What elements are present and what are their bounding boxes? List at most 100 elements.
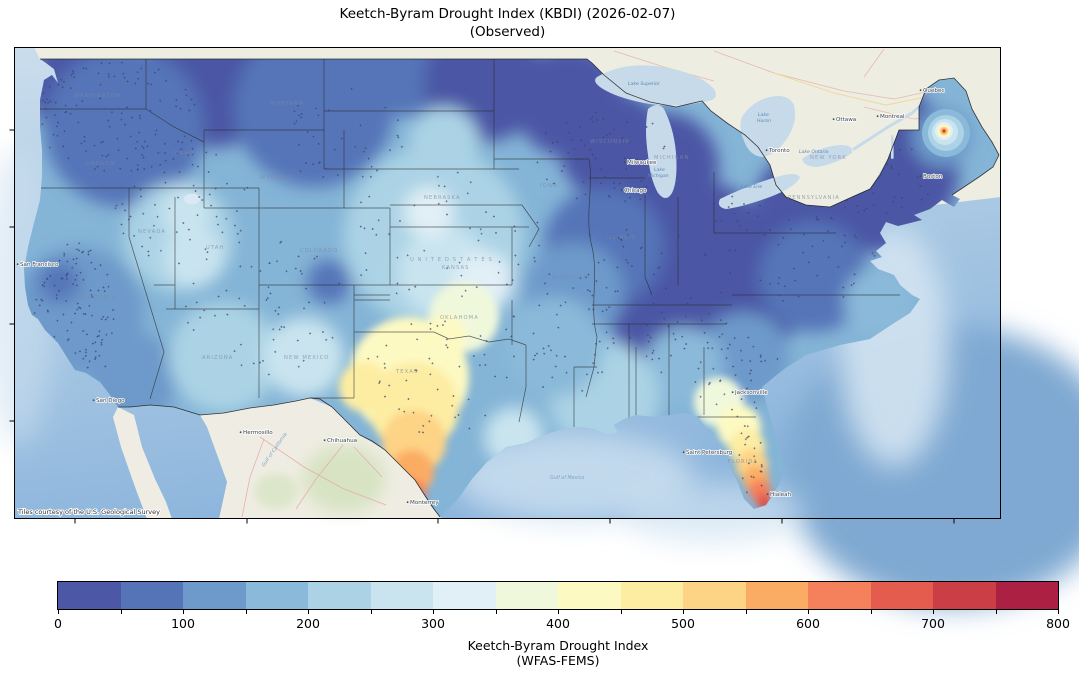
mexico-landmass: [113, 398, 444, 519]
state-label: WYOMING: [260, 175, 294, 181]
colorbar-tick: [1058, 610, 1059, 614]
colorbar: 0 100 200 300 400 500 600 700 800: [54, 581, 1070, 631]
colorbar-tick-label: 200: [296, 616, 320, 631]
great-lakes: [184, 65, 894, 209]
state-label: IOWA: [540, 183, 558, 189]
colorbar-tick: [745, 610, 747, 614]
colorbar-segment: [120, 582, 183, 609]
colorbar-tick-label: 600: [796, 616, 820, 631]
colorbar-segment: [745, 582, 808, 609]
lake-label: Huron: [757, 118, 771, 124]
lake-label: Lake Ontario: [799, 149, 829, 155]
state-label: OKLAHOMA: [440, 315, 479, 321]
state-label: MISSOURI: [552, 275, 586, 281]
city-dot: [323, 439, 326, 442]
colorbar-tick: [433, 610, 434, 614]
axis-ticks: [9, 129, 955, 524]
map-panel: WASHINGTON OREGON CALIFORNIA NEVADA IDAHO MON…: [0, 47, 1079, 607]
colorbar-segment: [308, 582, 371, 609]
water-label: Gulf of Mexico: [550, 475, 584, 481]
city-labels: San Francisco San Diego Milwaukee Chicago Bo…: [16, 87, 945, 507]
colorbar-tick: [620, 610, 622, 614]
city-label: Toronto: [768, 148, 790, 154]
city-dot: [239, 431, 242, 434]
state-label: NEBRASKA: [424, 195, 461, 201]
state-label: NEW YORK: [810, 155, 847, 161]
state-label: UTAH: [206, 245, 224, 251]
state-labels: WASHINGTON OREGON CALIFORNIA NEVADA IDAHO MON…: [74, 93, 847, 465]
state-label: WISCONSIN: [590, 139, 630, 145]
city-dot: [832, 118, 835, 121]
city-label: Hialeah: [770, 492, 792, 498]
colorbar-tick-label: 800: [1046, 616, 1070, 631]
lake-label: Lake: [758, 112, 769, 118]
maine-hotspot: [922, 109, 970, 157]
tiles-attribution: Tiles courtesy of the U.S. Geological Su…: [17, 508, 160, 516]
colorbar-segment: [870, 582, 933, 609]
lake-label: Michigan: [648, 173, 669, 179]
colorbar-tick: [58, 610, 59, 614]
city-label: Monterrey: [410, 500, 439, 506]
state-label: IDAHO: [172, 151, 194, 157]
canada-landmass: [14, 47, 1001, 207]
city-dot: [16, 263, 19, 266]
city-label: Chicago: [624, 188, 647, 194]
state-label: U N I T E D S T A T E S: [410, 257, 493, 263]
colorbar-tick: [308, 610, 309, 614]
us-border-outline: [40, 58, 1000, 518]
state-label: OREGON: [86, 161, 116, 167]
lake-label: Lake Superior: [628, 81, 661, 87]
city-label: Boston: [923, 174, 943, 180]
city-dot: [92, 399, 95, 402]
state-label: TEXAS: [395, 369, 418, 375]
city-dot: [919, 175, 922, 178]
colorbar-tick-label: 400: [546, 616, 570, 631]
map-frame: [9, 47, 1001, 524]
city-label: San Diego: [96, 398, 125, 404]
colorbar-tick-label: 500: [671, 616, 695, 631]
state-borders: [27, 59, 900, 427]
colorbar-tick: [245, 610, 247, 614]
city-label: Hermosillo: [243, 430, 273, 436]
colorbar-tick: [995, 610, 997, 614]
colorbar-tick-label: 700: [921, 616, 945, 631]
state-label: CALIFORNIA: [74, 295, 116, 301]
colorbar-tick: [183, 610, 184, 614]
colorbar-segment: [995, 582, 1058, 609]
colorbar-segment: [245, 582, 308, 609]
city-label: San Francisco: [20, 262, 59, 268]
colorbar-tick: [120, 610, 122, 614]
colorbar-segment: [558, 582, 621, 609]
us-kbdi-map: WASHINGTON OREGON CALIFORNIA NEVADA IDAHO MON…: [0, 47, 1079, 607]
colorbar-segment: [620, 582, 683, 609]
colorbar-tick-label: 100: [171, 616, 195, 631]
colorbar-segment: [495, 582, 558, 609]
colorbar-tick-label: 0: [54, 616, 62, 631]
city-label: Chihuahua: [327, 438, 357, 444]
state-label: NEW MEXICO: [284, 355, 329, 361]
colorbar-caption: Keetch-Byram Drought Index (WFAS-FEMS): [57, 638, 1059, 668]
colorbar-segment: [183, 582, 246, 609]
lake-label: Lake Erie: [741, 184, 762, 190]
title-line-1: Keetch-Byram Drought Index (KBDI) (2026-…: [339, 6, 676, 22]
state-label: WASHINGTON: [74, 93, 121, 99]
colorbar-segments: [58, 582, 1058, 609]
state-label: ILLINOIS: [606, 235, 636, 241]
city-label: Jacksonville: [734, 390, 768, 396]
city-dot: [731, 391, 734, 394]
colorbar-tick: [808, 610, 809, 614]
state-label: PENNSYLVANIA: [788, 195, 840, 201]
city-label: Montreal: [880, 114, 905, 120]
colorbar-label-line-1: Keetch-Byram Drought Index: [467, 638, 649, 653]
state-label: KANSAS: [442, 265, 470, 271]
figure-title: Keetch-Byram Drought Index (KBDI) (2026-…: [14, 5, 1001, 41]
title-line-2: (Observed): [469, 24, 546, 40]
city-dot: [765, 149, 768, 152]
city-label: Ottawa: [836, 117, 856, 123]
colorbar-segment: [433, 582, 496, 609]
city-dot: [682, 451, 685, 454]
state-label: MICHIGAN: [654, 155, 689, 161]
city-label: Milwaukee: [627, 160, 657, 166]
